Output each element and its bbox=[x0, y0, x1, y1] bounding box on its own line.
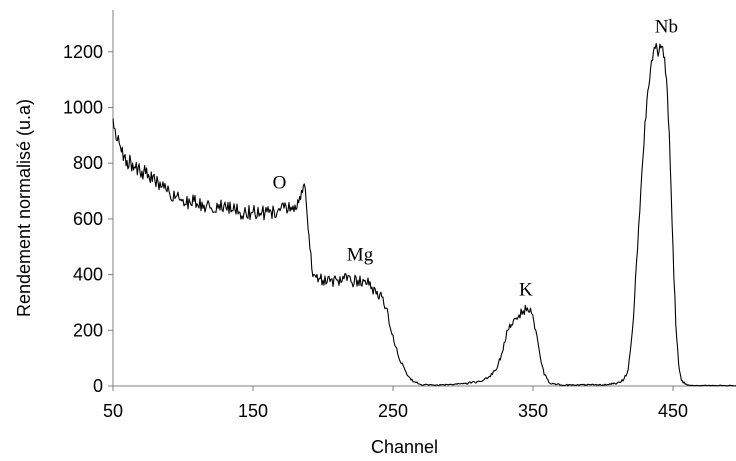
peak-label-mg: Mg bbox=[347, 245, 374, 266]
y-tick-label: 400 bbox=[73, 265, 103, 285]
x-axis-ticks: 50 150 250 350 450 bbox=[103, 386, 688, 421]
y-axis-ticks: 0 200 400 600 800 1000 1200 bbox=[63, 42, 113, 396]
y-tick-label: 600 bbox=[73, 209, 103, 229]
x-axis-title: Channel bbox=[371, 437, 438, 457]
y-axis-title: Rendement normalisé (u.a) bbox=[14, 99, 34, 317]
peak-label-k: K bbox=[519, 279, 533, 300]
x-tick-label: 50 bbox=[103, 401, 123, 421]
x-tick-label: 350 bbox=[518, 401, 548, 421]
y-tick-label: 1000 bbox=[63, 97, 103, 117]
x-tick-label: 450 bbox=[658, 401, 688, 421]
y-tick-label: 0 bbox=[93, 376, 103, 396]
x-tick-label: 150 bbox=[238, 401, 268, 421]
peak-label-nb: Nb bbox=[655, 16, 678, 37]
peak-label-o: O bbox=[273, 172, 287, 193]
spectrum-line bbox=[112, 42, 736, 387]
y-tick-label: 200 bbox=[73, 320, 103, 340]
peak-labels: O Mg K Nb bbox=[273, 16, 678, 300]
x-tick-label: 250 bbox=[378, 401, 408, 421]
y-tick-label: 1200 bbox=[63, 42, 103, 62]
y-tick-label: 800 bbox=[73, 153, 103, 173]
